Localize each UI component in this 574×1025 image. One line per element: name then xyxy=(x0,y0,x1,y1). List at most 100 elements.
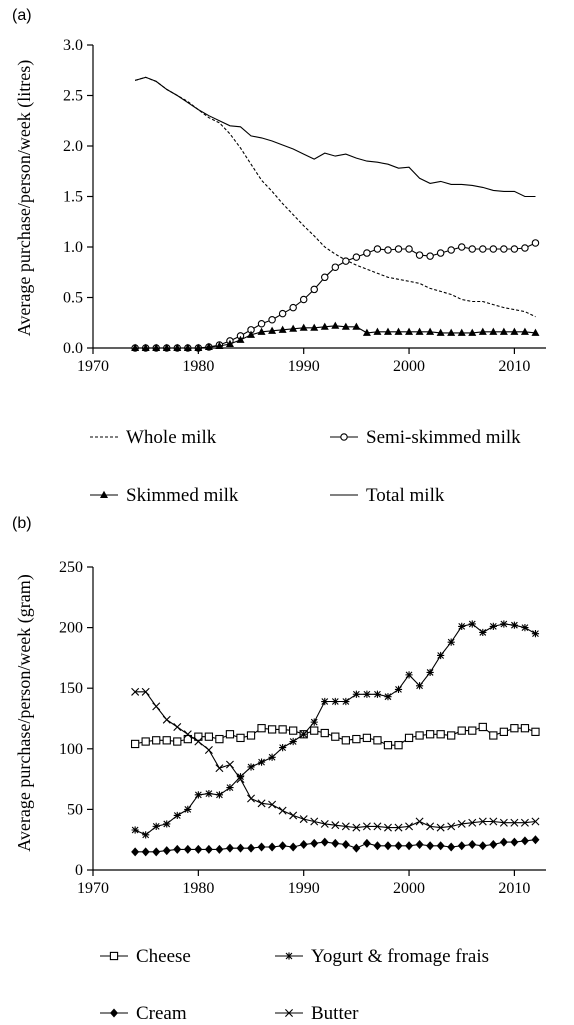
panel-b-butter-point xyxy=(331,821,340,830)
panel-b-cream-point xyxy=(247,843,256,853)
panel-b-label: (b) xyxy=(12,515,32,532)
panel-b-cheese-point xyxy=(320,728,329,738)
panel-a-semi-skimmed-milk-point xyxy=(468,245,477,253)
panel-b-cream-point xyxy=(489,840,498,850)
panel-a-skimmed-milk-point xyxy=(299,323,308,331)
panel-a-semi-skimmed-milk-point xyxy=(278,309,287,318)
panel-b-cream-point xyxy=(426,841,435,851)
panel-b-cheese-point xyxy=(415,731,424,740)
panel-a-x-tick-label: 1980 xyxy=(182,358,214,375)
panel-b-butter-point xyxy=(447,822,456,831)
panel-b-yogurt-and-fromage-frais-point xyxy=(458,622,466,630)
panel-a-skimmed-milk-point xyxy=(236,335,245,343)
panel-b-butter-point xyxy=(247,794,256,803)
panel-b-legend-label-cheese: Cheese xyxy=(136,946,191,967)
panel-b-cheese-point xyxy=(510,724,519,733)
panel-b-butter-point xyxy=(204,746,213,755)
panel-b-cheese-point xyxy=(215,734,224,744)
panel-b-cream-point xyxy=(468,840,477,850)
panel-b-yogurt-and-fromage-frais-point xyxy=(236,773,245,781)
panel-a-legend-label-total-milk: Total milk xyxy=(366,485,445,506)
panel-a-semi-skimmed-milk-point xyxy=(310,285,318,294)
panel-b-butter-point xyxy=(152,702,161,711)
panel-a-semi-skimmed-milk-point xyxy=(457,243,466,251)
panel-b-butter-point xyxy=(373,822,382,831)
panel-a-semi-skimmed-milk-point xyxy=(257,320,266,328)
panel-a-skimmed-milk-point xyxy=(162,343,171,351)
panel-a-legend-label-semi-skimmed-milk: Semi-skimmed milk xyxy=(366,427,521,448)
panel-b-cheese-point xyxy=(204,732,214,741)
panel-b-cheese-point xyxy=(141,737,150,746)
panel-a-semi-skimmed-milk-point xyxy=(342,257,350,265)
panel-b-butter-point xyxy=(468,818,477,827)
panel-b-cheese-point xyxy=(257,724,266,733)
panel-b-cheese-point xyxy=(152,736,161,745)
panel-a-skimmed-milk-point xyxy=(373,327,382,335)
panel-a-skimmed-milk-point xyxy=(457,328,466,336)
panel-b-cream-point xyxy=(478,841,487,851)
panel-a-semi-skimmed-milk-point xyxy=(363,249,371,257)
panel-b-y-tick-label: 200 xyxy=(59,620,83,637)
panel-b-butter-point xyxy=(426,822,435,831)
panel-b-cheese-point xyxy=(310,726,319,735)
panel-b-yogurt-and-fromage-frais-point xyxy=(394,685,403,694)
panel-b-butter-point xyxy=(268,800,277,809)
panel-b-cheese-point xyxy=(162,736,171,745)
panel-a-skimmed-milk-point xyxy=(268,326,277,334)
panel-a-y-tick-label: 1.5 xyxy=(63,189,83,206)
panel-b-butter-point xyxy=(289,811,298,820)
panel-b-cheese-point xyxy=(225,730,235,739)
panel-a-semi-skimmed-milk-point xyxy=(500,245,508,253)
panel-a-series-skimmed-milk xyxy=(131,321,540,351)
panel-b-legend-marker-cheese xyxy=(109,951,119,961)
panel-b-cream-point xyxy=(173,844,182,854)
panel-b-butter-point xyxy=(162,715,171,724)
panel-a-skimmed-milk-point xyxy=(426,327,435,335)
panel-b-yogurt-and-fromage-frais-point xyxy=(352,690,360,698)
panel-a-skimmed-milk-line xyxy=(135,325,536,349)
panel-b-cheese-point xyxy=(489,731,498,740)
panel-a-x-tick-label: 2010 xyxy=(498,358,530,375)
panel-b-cream-point xyxy=(152,847,161,857)
panel-b-cream-point xyxy=(415,840,424,850)
panel-a-legend: Whole milk Semi-skimmed milk Skimmed milk T… xyxy=(90,427,521,506)
panel-b-series-yogurt-and-fromage-frais xyxy=(131,620,540,839)
panel-a-semi-skimmed-milk-point xyxy=(405,245,413,253)
panel-b-cheese-point xyxy=(447,731,456,740)
panel-b-y-tick-label: 50 xyxy=(67,801,83,818)
panel-b-y-tick-label: 100 xyxy=(59,741,83,758)
panel-a-skimmed-milk-point xyxy=(194,343,203,351)
panel-a-x-tick-label: 2000 xyxy=(393,358,425,375)
panel-b-yogurt-and-fromage-frais-point xyxy=(257,758,266,766)
panel-a-legend-item-semi-skimmed-milk: Semi-skimmed milk xyxy=(330,427,521,448)
panel-b-x-tick-label: 1970 xyxy=(77,880,109,897)
panel-b-legend-marker-cream xyxy=(110,1008,118,1018)
panel-b-cream-point xyxy=(236,843,245,853)
panel-b-cream-point xyxy=(352,843,361,853)
panel-b-cheese-point xyxy=(394,741,403,750)
panel-b-yogurt-and-fromage-frais-point xyxy=(468,620,476,628)
panel-b-cheese-point xyxy=(331,732,340,741)
panel-b-cheese-point xyxy=(173,737,182,746)
panel-b-y-tick-label: 0 xyxy=(75,862,83,879)
panel-b-yogurt-and-fromage-frais-point xyxy=(500,620,508,628)
panel-b-butter-point xyxy=(299,815,308,824)
panel-b-yogurt-and-fromage-frais-point xyxy=(531,630,540,638)
panel-b-cream-point xyxy=(373,841,382,851)
panel-b-cream-point xyxy=(289,842,298,852)
panel-a-semi-skimmed-milk-point xyxy=(289,303,297,312)
panel-b-cream-point xyxy=(257,842,266,852)
panel-a-x-tick-label: 1990 xyxy=(288,358,320,375)
panel-b-cream-point xyxy=(520,836,529,846)
panel-b-cream-point xyxy=(131,847,140,857)
panel-b-legend-label-butter: Butter xyxy=(311,1003,359,1024)
panel-b-butter-point xyxy=(131,687,140,696)
panel-a-y-tick-label: 3.0 xyxy=(63,37,83,54)
panel-b-cheese-point xyxy=(373,736,382,745)
panel-b-yogurt-and-fromage-frais-point xyxy=(300,730,308,738)
panel-b-cheese-point xyxy=(362,733,372,743)
panel-b-legend-item-cream: Cream xyxy=(100,1003,187,1024)
panel-b-butter-point xyxy=(415,817,424,826)
panel-b-yogurt-and-fromage-frais-point xyxy=(447,638,455,646)
panel-a-label: (a) xyxy=(12,7,32,24)
